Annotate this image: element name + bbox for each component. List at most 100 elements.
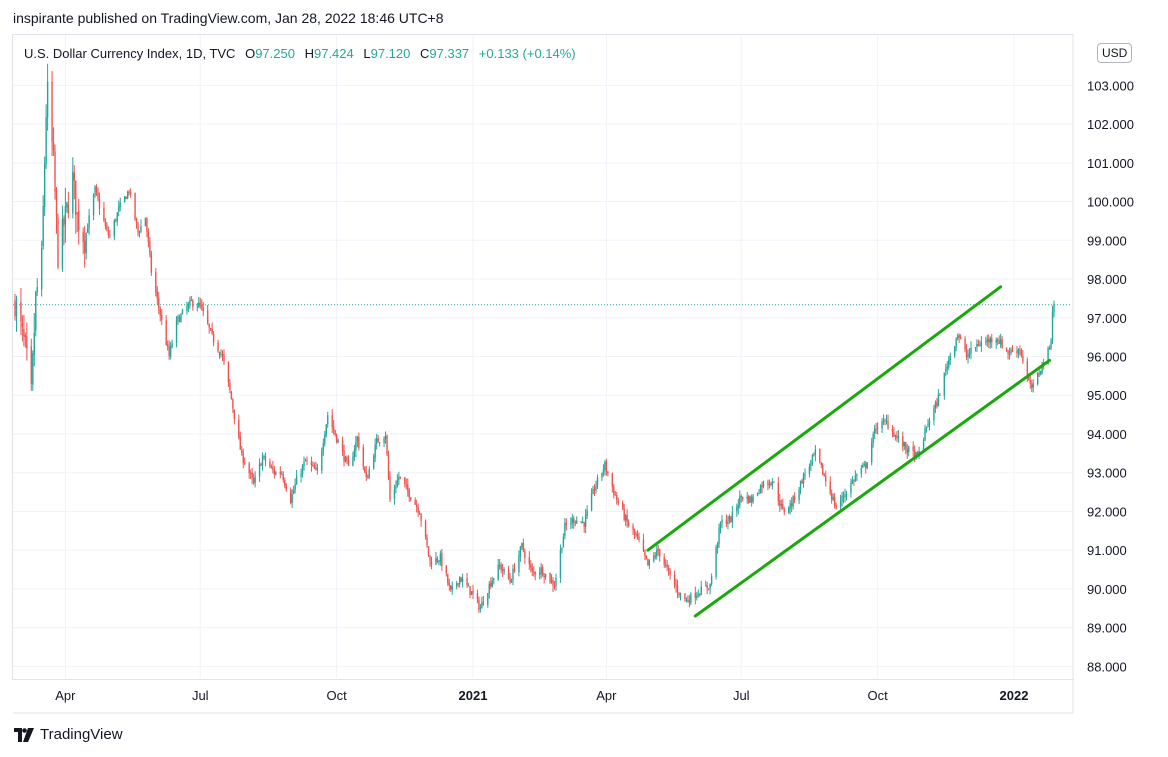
candle-body xyxy=(42,206,44,247)
candle-body xyxy=(813,454,815,456)
candle-body xyxy=(725,519,728,525)
candle-body xyxy=(272,466,274,470)
candle-body xyxy=(355,441,357,451)
candle-body xyxy=(704,585,707,587)
candle-body xyxy=(97,192,99,199)
y-tick-label: 101.000 xyxy=(1087,156,1134,171)
candle-body xyxy=(684,593,686,600)
candle-body xyxy=(150,253,153,273)
candle-body xyxy=(912,446,914,451)
candle-body xyxy=(814,449,817,455)
candle-body xyxy=(324,434,326,444)
candle-body xyxy=(138,232,141,234)
candle-body xyxy=(180,314,182,322)
candle-body xyxy=(258,463,261,477)
candle-body xyxy=(638,536,640,540)
candle-body xyxy=(88,215,90,229)
candle-body xyxy=(887,420,889,429)
candle-body xyxy=(76,212,78,214)
candle-body xyxy=(322,443,324,451)
candle-body xyxy=(448,583,450,586)
candle-body xyxy=(238,419,240,438)
candle-body xyxy=(239,436,241,450)
candle-body xyxy=(482,602,485,605)
candle-body xyxy=(461,578,464,582)
candle-body xyxy=(687,599,689,602)
candle-body xyxy=(161,315,163,320)
candle-body xyxy=(604,461,606,471)
candle-body xyxy=(166,344,169,346)
candle-body xyxy=(149,241,151,254)
candle-body xyxy=(552,579,554,586)
candle-body xyxy=(1036,373,1039,384)
candle-body xyxy=(63,218,65,226)
candle-body xyxy=(617,500,619,503)
candle-body xyxy=(1016,351,1018,353)
candle-body xyxy=(706,585,708,589)
candle-body xyxy=(762,481,765,487)
footer-brand-text: TradingView xyxy=(40,726,123,743)
candle-body xyxy=(648,560,651,566)
y-tick-label: 90.000 xyxy=(1087,582,1127,597)
candle-body xyxy=(564,522,566,536)
candle-body xyxy=(95,186,98,192)
candle-body xyxy=(171,343,173,347)
candle-body xyxy=(780,504,782,506)
candle-body xyxy=(66,202,68,208)
candle-body xyxy=(866,462,868,468)
candle-body xyxy=(876,428,879,430)
candle-body xyxy=(292,490,295,494)
candle-body xyxy=(78,210,80,231)
candle-body xyxy=(169,346,172,357)
candle-body xyxy=(61,218,64,270)
candle-body xyxy=(621,502,624,509)
candle-body xyxy=(441,553,443,567)
candle-body xyxy=(519,546,522,557)
candle-body xyxy=(510,580,513,583)
footer-brand[interactable]: TradingView xyxy=(14,726,123,743)
candle-body xyxy=(528,557,531,565)
candle-body xyxy=(1038,373,1040,375)
candle-body xyxy=(275,472,277,475)
candle-body xyxy=(263,455,265,457)
candle-body xyxy=(364,467,366,472)
candle-body xyxy=(503,569,505,572)
candle-body xyxy=(534,572,536,575)
chart-panel[interactable] xyxy=(12,34,1074,680)
candle-body xyxy=(820,462,822,465)
candle-body xyxy=(965,350,968,358)
candle-body xyxy=(761,485,763,488)
candle-body xyxy=(300,474,302,477)
candle-body xyxy=(384,436,387,439)
candle-body xyxy=(959,336,962,340)
candle-body xyxy=(498,564,501,566)
candle-body xyxy=(1048,348,1051,350)
candle-body xyxy=(123,196,126,202)
candle-body xyxy=(644,550,646,556)
candle-body xyxy=(988,339,990,343)
candle-body xyxy=(832,497,834,500)
candle-body xyxy=(1039,371,1042,375)
y-tick-label: 92.000 xyxy=(1087,504,1127,519)
candle-body xyxy=(156,291,158,299)
candle-body xyxy=(913,450,916,460)
candle-body xyxy=(420,514,422,521)
candle-body xyxy=(281,473,283,475)
candle-body xyxy=(841,495,843,502)
currency-badge[interactable]: USD xyxy=(1097,43,1133,63)
x-tick-label: Apr xyxy=(596,688,617,703)
candle-body xyxy=(501,569,504,571)
candle-body xyxy=(679,592,682,595)
candle-body xyxy=(927,423,929,427)
candle-body xyxy=(697,594,699,596)
candle-body xyxy=(787,508,790,513)
candle-body xyxy=(352,456,354,466)
low-value: 97.120 xyxy=(370,46,411,61)
candle-body xyxy=(168,346,170,357)
candle-body xyxy=(756,493,759,496)
candle-body xyxy=(313,465,316,469)
grid-lines xyxy=(13,35,1072,678)
candle-body xyxy=(104,221,107,226)
candle-body xyxy=(398,476,400,480)
